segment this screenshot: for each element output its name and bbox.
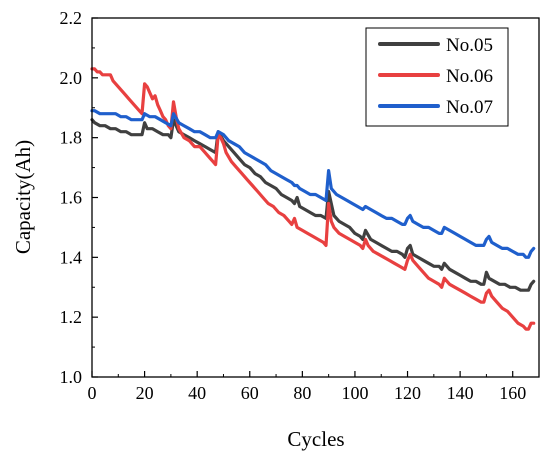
series-line-no-05 — [90, 118, 536, 292]
x-tick-label: 20 — [136, 383, 154, 403]
x-axis-title: Cycles — [287, 427, 344, 451]
x-tick-label: 60 — [241, 383, 259, 403]
legend-label: No.06 — [446, 66, 493, 87]
legend-label: No.07 — [446, 97, 493, 118]
x-tick-label: 120 — [394, 383, 421, 403]
y-tick-label: 1.0 — [60, 367, 83, 387]
x-tick-label: 140 — [447, 383, 474, 403]
legend-label: No.05 — [446, 35, 493, 56]
x-tick-label: 160 — [499, 383, 526, 403]
y-tick-label: 1.6 — [60, 188, 83, 208]
x-tick-label: 0 — [88, 383, 97, 403]
legend: No.05 No.06 No.07 — [365, 27, 509, 127]
x-tick-label: 40 — [188, 383, 206, 403]
y-tick-label: 2.0 — [60, 68, 83, 88]
series-layer — [90, 67, 536, 331]
x-tick-label: 100 — [341, 383, 368, 403]
series-line-no-06 — [90, 67, 536, 331]
y-tick-label: 2.2 — [60, 8, 83, 28]
y-axis-title: Capacity(Ah) — [11, 140, 35, 254]
series-line-no-07 — [90, 109, 536, 259]
x-tick-label: 80 — [293, 383, 311, 403]
y-tick-label: 1.2 — [60, 307, 83, 327]
y-tick-label: 1.4 — [60, 247, 83, 267]
y-tick-label: 1.8 — [60, 128, 83, 148]
axis-layer: 0 20 40 60 80 100 120 140 160 1.0 1.2 1.4 1.6 1.8 2.0 2… — [60, 8, 527, 403]
